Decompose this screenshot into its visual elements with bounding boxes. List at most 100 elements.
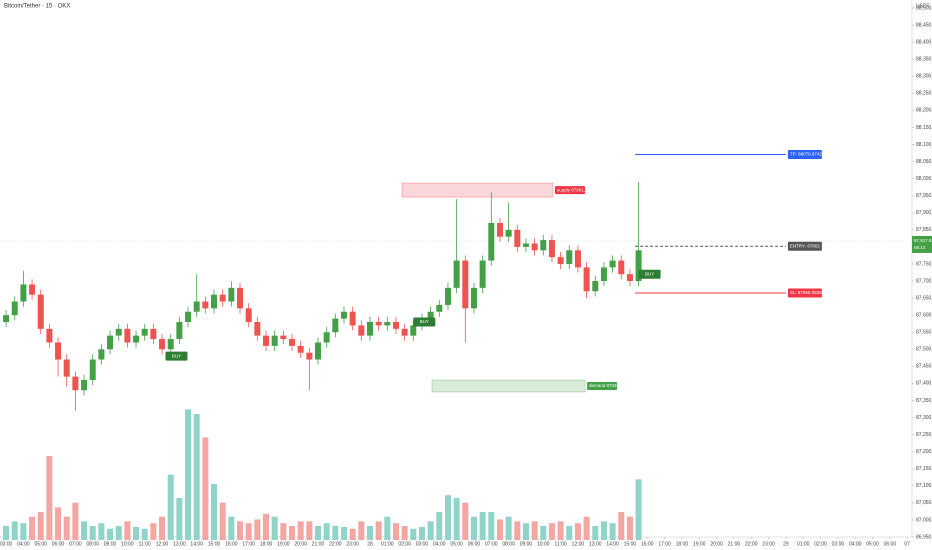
volume-bar (479, 512, 486, 540)
volume-bar (297, 521, 304, 540)
y-tick-label: 87,850.0 (916, 227, 932, 233)
candle-body (574, 250, 581, 268)
signal-box (413, 317, 436, 327)
x-tick-label: 08:00 (86, 541, 99, 547)
volume-bar (453, 498, 460, 540)
candle-body (496, 223, 503, 237)
volume-bar (635, 479, 642, 540)
volume-bar (55, 507, 62, 540)
level-label: SL: 87665.08356 (790, 290, 825, 295)
level-label-box (787, 149, 822, 159)
candle-body (107, 335, 114, 350)
last-price-box (912, 235, 932, 253)
candle-body (522, 243, 529, 247)
candle-body (297, 345, 304, 353)
candle-body (410, 325, 417, 336)
y-tick-label: 87,200.0 (916, 449, 932, 455)
volume-bar (271, 516, 278, 540)
volume-bar (427, 521, 434, 540)
x-tick-label: 08:00 (502, 541, 515, 547)
candle-body (479, 260, 486, 288)
candle-body (263, 335, 270, 346)
zone-label-box (554, 186, 585, 195)
x-tick-label: 03:00 (416, 541, 429, 547)
candle-body (245, 308, 252, 322)
volume-bar (436, 512, 443, 540)
volume-bar (193, 414, 200, 540)
x-tick-label: 28 (367, 541, 373, 547)
volume-bar (496, 519, 503, 540)
candle-body (314, 342, 321, 360)
x-tick-label: 21:00 (312, 541, 325, 547)
candle-body (600, 267, 607, 282)
x-tick-label: 16:00 (225, 541, 238, 547)
y-tick-label: 87,050.0 (916, 500, 932, 506)
y-tick-label: 87,650.0 (916, 295, 932, 301)
zone-label: supply 87961.4 (557, 187, 588, 192)
x-tick-label: 05:00 (34, 541, 47, 547)
candle-body (427, 311, 434, 319)
x-tick-label: 13:00 (173, 541, 186, 547)
x-tick-label: 04:00 (849, 541, 862, 547)
candle-body (185, 311, 192, 322)
y-tick-label: 87,550.0 (916, 330, 932, 336)
x-tick-label: 06:00 (468, 541, 481, 547)
x-tick-label: 09:00 (104, 541, 117, 547)
y-tick-label: 88,200.0 (916, 108, 932, 114)
candle-body (635, 250, 642, 282)
candle-body (133, 335, 140, 343)
x-tick-label: 20:00 (294, 541, 307, 547)
candle-body (11, 301, 18, 316)
volume-bar (618, 512, 625, 540)
candle-body (211, 294, 218, 309)
x-tick-label: 17:00 (242, 541, 255, 547)
volume-bar (228, 516, 235, 540)
x-tick-label: 23:00 (346, 541, 359, 547)
candle-body (557, 257, 564, 264)
candle-body (375, 321, 382, 326)
candle-body (470, 287, 477, 309)
x-tick-label: 02:00 (814, 541, 827, 547)
candle-body (141, 328, 148, 336)
x-tick-label: 05:00 (866, 541, 879, 547)
candle-body (592, 281, 599, 292)
volume-bar (37, 512, 44, 540)
volume-bar (392, 523, 399, 540)
y-tick-label: 88,350.0 (916, 57, 932, 63)
volume-bar (11, 521, 18, 540)
candle-body (167, 339, 174, 350)
y-tick-label: 87,000.0 (916, 517, 932, 523)
candle-body (176, 321, 183, 340)
x-tick-label: 21:00 (728, 541, 741, 547)
candle-body (81, 380, 88, 391)
x-tick-label: 04:00 (433, 541, 446, 547)
x-tick-label: 16:00 (641, 541, 654, 547)
candle-body (254, 321, 261, 336)
x-tick-label: 10:00 (121, 541, 134, 547)
y-tick-label: 87,700.0 (916, 278, 932, 284)
zone-label: demand 87345.3 (589, 383, 623, 388)
volume-bar (358, 521, 365, 540)
y-tick-label: 88,100.0 (916, 142, 932, 148)
y-tick-label: 88,050.0 (916, 159, 932, 165)
candle-body (3, 315, 10, 322)
y-tick-label: 87,750.0 (916, 261, 932, 267)
volume-bar (280, 523, 287, 540)
volume-bar (81, 521, 88, 540)
volume-bar (245, 523, 252, 540)
volume-bar (488, 512, 495, 540)
x-tick-label: 03:00 (0, 541, 13, 547)
last-price-label: 87,817.5 (914, 238, 932, 243)
x-tick-label: 15:00 (208, 541, 221, 547)
candle-body (462, 260, 469, 309)
y-tick-label: 87,500.0 (916, 347, 932, 353)
candle-body (228, 287, 235, 302)
candle-body (63, 359, 70, 377)
volume-bar (410, 528, 417, 540)
volume-bar (418, 526, 425, 540)
y-tick-label: 88,450.0 (916, 22, 932, 28)
volume-bar (626, 516, 633, 540)
volume-bar (366, 526, 373, 540)
volume-bar (115, 526, 122, 540)
y-tick-label: 87,950.0 (916, 193, 932, 199)
